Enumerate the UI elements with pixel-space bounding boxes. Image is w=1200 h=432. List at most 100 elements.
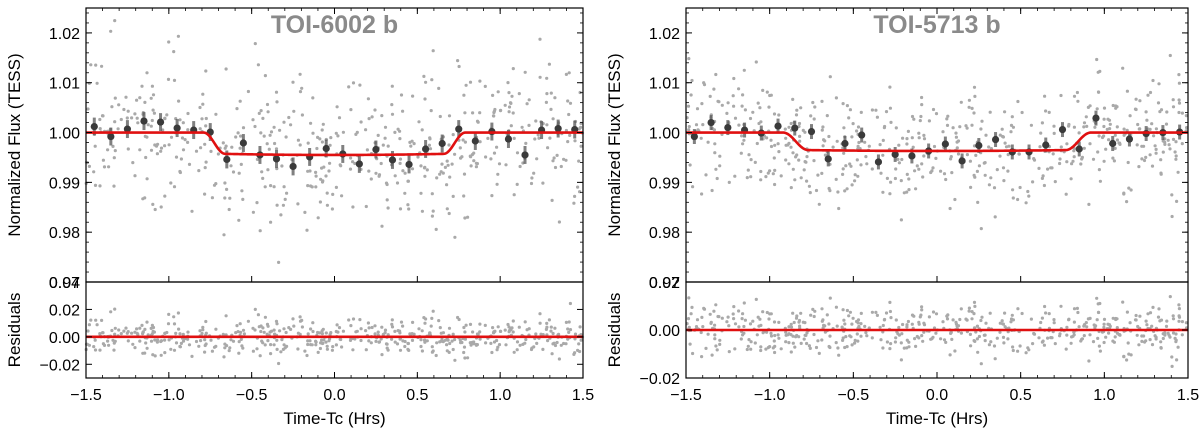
residual-point — [766, 346, 770, 350]
flux-point — [1164, 122, 1169, 126]
flux-point — [881, 190, 885, 194]
flux-point — [1032, 157, 1036, 161]
residual-axis-label: Residuals — [605, 293, 624, 368]
residual-point — [573, 332, 578, 336]
binned-point — [554, 124, 562, 133]
flux-point — [850, 183, 854, 187]
flux-point — [851, 122, 855, 126]
flux-point — [309, 121, 313, 125]
flux-point — [1072, 94, 1077, 98]
binned-point — [521, 151, 529, 159]
x-tick-label: −0.5 — [838, 387, 870, 404]
flux-point — [110, 105, 114, 109]
flux-point — [407, 207, 411, 211]
flux-point — [995, 168, 999, 172]
flux-point — [266, 110, 270, 114]
flux-point — [223, 181, 227, 185]
flux-point — [566, 99, 570, 103]
flux-point — [509, 101, 513, 105]
flux-point — [864, 155, 868, 159]
residual-point — [953, 349, 957, 353]
residual-point — [447, 326, 452, 330]
residual-point — [453, 338, 457, 342]
flux-point — [275, 100, 279, 104]
flux-point — [1148, 153, 1152, 157]
flux-point — [917, 136, 921, 140]
flux-point — [741, 93, 745, 97]
residual-point — [515, 348, 519, 352]
residual-point — [759, 345, 763, 349]
residual-point — [399, 320, 404, 324]
flux-point — [198, 105, 202, 110]
residual-point — [845, 345, 849, 349]
flux-point — [1102, 106, 1107, 110]
flux-point — [755, 141, 759, 146]
flux-point — [107, 165, 111, 169]
residual-point — [812, 332, 816, 337]
flux-point — [910, 136, 914, 140]
residual-point — [751, 319, 755, 323]
flux-point — [386, 206, 390, 210]
flux-point — [841, 172, 845, 176]
residual-point — [888, 309, 893, 314]
flux-point — [353, 161, 357, 166]
residual-point — [393, 329, 397, 333]
flux-point — [335, 105, 339, 109]
flux-point — [476, 120, 480, 124]
residual-point — [445, 337, 449, 341]
residual-point — [850, 343, 854, 347]
flux-point — [496, 172, 500, 176]
flux-point — [144, 155, 148, 160]
residual-point — [727, 350, 731, 354]
flux-point — [555, 153, 559, 157]
flux-point — [227, 207, 231, 212]
residual-point — [557, 332, 561, 336]
flux-point — [383, 125, 388, 129]
residual-point — [131, 342, 135, 346]
flux-point — [944, 177, 948, 182]
residual-point — [885, 340, 890, 344]
flux-point — [547, 62, 552, 66]
flux-point — [430, 192, 434, 196]
flux-point — [784, 136, 788, 140]
flux-point — [776, 142, 780, 146]
flux-point — [888, 106, 893, 110]
flux-point — [1079, 162, 1083, 166]
flux-point — [739, 151, 743, 155]
residual-point — [275, 338, 279, 342]
binned-point — [1058, 125, 1067, 134]
residual-point — [931, 335, 935, 339]
flux-point — [231, 170, 236, 174]
flux-point — [319, 177, 323, 181]
residual-point — [791, 341, 795, 345]
flux-point — [773, 143, 777, 147]
residual-point — [954, 320, 958, 324]
flux-point — [166, 77, 171, 81]
flux-point — [287, 115, 291, 120]
residual-point — [430, 345, 434, 349]
residual-point — [236, 330, 240, 334]
flux-point — [718, 164, 722, 168]
residual-point — [310, 343, 314, 347]
residual-point — [1052, 318, 1056, 322]
residual-point — [1018, 344, 1022, 348]
residual-point — [518, 343, 522, 347]
flux-point — [1137, 127, 1141, 131]
flux-point — [983, 173, 987, 177]
flux-point — [445, 159, 449, 163]
residual-point — [1027, 348, 1031, 352]
residual-point — [420, 329, 424, 333]
flux-point — [853, 173, 857, 177]
residual-point — [524, 337, 528, 342]
residual-point — [1171, 317, 1176, 321]
flux-point — [320, 128, 324, 132]
y-tick-label: 0.98 — [49, 225, 80, 242]
residual-point — [174, 331, 178, 335]
flux-point — [410, 139, 414, 143]
residual-point — [850, 322, 854, 326]
residual-point — [385, 342, 389, 346]
residual-point — [1150, 343, 1155, 347]
flux-point — [759, 169, 763, 174]
flux-point — [970, 106, 974, 110]
binned-point — [908, 152, 916, 160]
